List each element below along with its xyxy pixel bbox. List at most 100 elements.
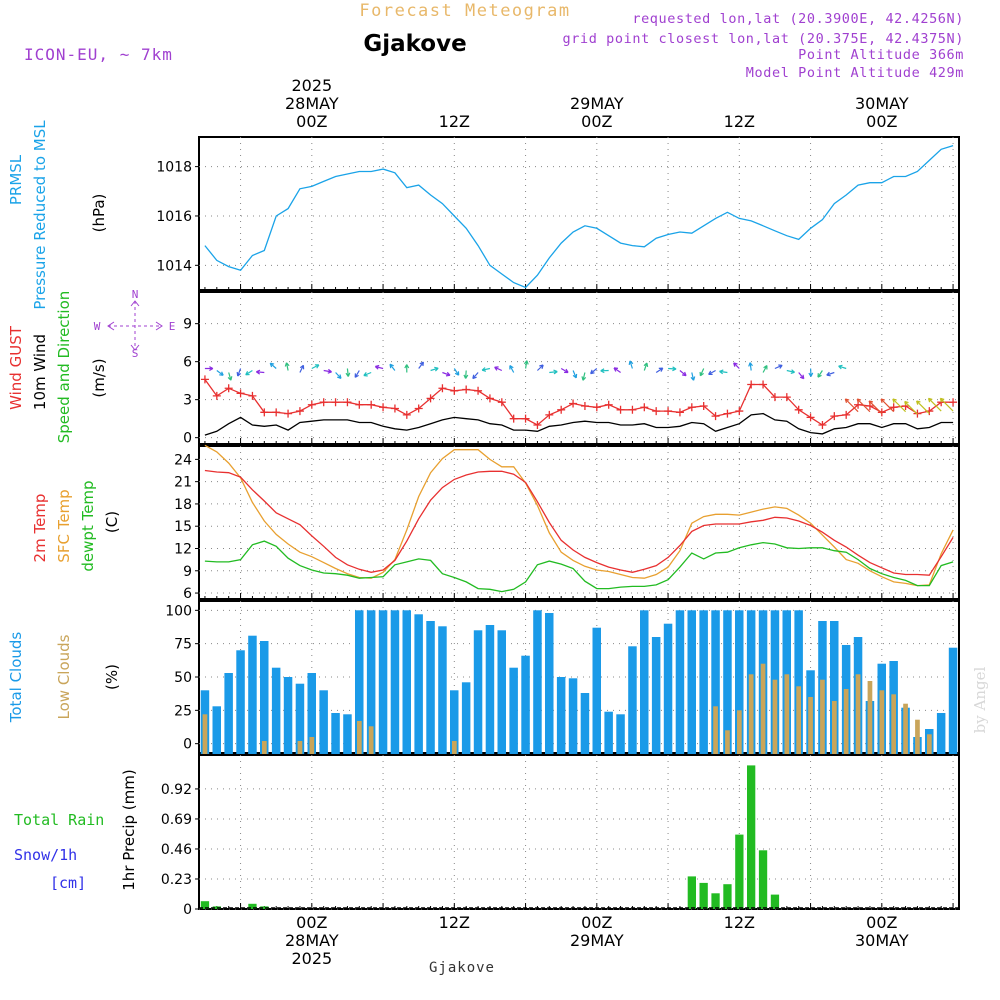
- point-altitude: Point Altitude 366m: [798, 47, 964, 63]
- total-cloud-bar: [936, 713, 946, 756]
- forecast-meteogram-title: Forecast Meteogram: [359, 1, 570, 21]
- low-cloud-bar: [927, 734, 932, 756]
- top-time-label: 00Z: [581, 112, 612, 131]
- low-cloud-bar: [737, 710, 742, 756]
- cloud-panel: 0 25 50 75 100: [165, 600, 960, 756]
- gust-point: [426, 394, 435, 403]
- y-tick-label: 9: [183, 317, 192, 333]
- total-cloud-bar: [331, 713, 340, 756]
- wind-direction-arrow: [826, 371, 835, 377]
- total-cloud-bar: [212, 706, 221, 756]
- wind-direction-arrow: [904, 400, 918, 415]
- gust-point: [545, 410, 554, 419]
- wind-direction-arrow: [798, 372, 805, 380]
- wind-direction-arrow: [463, 370, 469, 379]
- location-title: Gjakove: [363, 31, 466, 57]
- gust-point: [830, 412, 839, 421]
- total-cloud-bar: [521, 655, 530, 756]
- wind-direction-arrow: [699, 368, 705, 377]
- total-cloud-bar: [450, 690, 459, 756]
- gust-point: [759, 380, 768, 389]
- wind-direction-arrow: [628, 360, 634, 369]
- wind-direction-arrow: [389, 363, 396, 371]
- total-cloud-bar: [378, 610, 388, 756]
- requested-lonlat: requested lon,lat (20.3900E, 42.4256N): [632, 11, 964, 27]
- y-tick-label: 0: [183, 431, 192, 447]
- gust-point: [260, 408, 269, 417]
- wind-direction-arrow: [655, 367, 664, 373]
- wind-gust-label: Wind GUST: [7, 325, 25, 410]
- gust-point: [343, 398, 352, 407]
- total-cloud-bar: [723, 610, 732, 756]
- total-cloud-bar: [366, 610, 376, 756]
- gust-point: [474, 386, 483, 395]
- total-cloud-bar: [509, 667, 518, 756]
- gust-point: [652, 407, 661, 416]
- snow-unit-label: [cm]: [50, 874, 86, 892]
- gust-point: [877, 408, 886, 417]
- y-tick-label: 0.92: [161, 782, 192, 798]
- low-cloud-bar: [262, 741, 267, 756]
- footer-location: Gjakove: [429, 960, 495, 976]
- y-tick-label: 21: [174, 475, 192, 491]
- bottom-time-label: 12Z: [439, 913, 470, 932]
- gust-point: [331, 398, 340, 407]
- total-clouds-label: Total Clouds: [7, 632, 25, 724]
- temp-2m-label: 2m Temp: [31, 494, 49, 563]
- y-tick-label: 0: [183, 737, 192, 753]
- gust-point: [367, 400, 376, 409]
- pressure-label-prmsl: PRMSL: [7, 154, 25, 205]
- low-clouds-label: Low Clouds: [55, 634, 73, 719]
- wind-direction-arrow: [668, 366, 677, 372]
- total-cloud-bar: [390, 610, 400, 756]
- total-cloud-bar: [260, 641, 269, 756]
- rain-bar: [260, 906, 269, 909]
- total-cloud-bar: [545, 613, 554, 756]
- gust-point: [592, 403, 601, 412]
- low-cloud-bar: [867, 681, 873, 756]
- total-cloud-bar: [438, 626, 447, 756]
- y-tick-label: 6: [183, 355, 192, 371]
- gust-point: [794, 405, 803, 414]
- wind-direction-arrow: [374, 364, 384, 370]
- total-cloud-bar: [687, 610, 696, 756]
- low-cloud-bar: [760, 663, 766, 756]
- total-cloud-bar: [248, 635, 257, 756]
- wind-direction-arrow: [216, 370, 224, 376]
- bottom-time-label: 12Z: [724, 913, 755, 932]
- rain-bar: [699, 882, 708, 909]
- total-cloud-bar: [402, 610, 411, 756]
- rain-bar: [248, 903, 257, 909]
- wind-direction-arrow: [939, 397, 954, 412]
- gust-point: [438, 384, 447, 393]
- wind-direction-arrow: [418, 361, 424, 369]
- gust-point: [569, 399, 578, 408]
- wind-direction-arrow: [786, 369, 795, 374]
- top-time-label: 29MAY: [570, 94, 624, 113]
- temp-sfc-label: SFC Temp: [55, 489, 73, 562]
- gust-point: [628, 405, 637, 414]
- total-cloud-bar: [236, 650, 245, 756]
- total-cloud-bar: [414, 614, 423, 756]
- low-cloud-bar: [772, 679, 778, 756]
- total-cloud-bar: [271, 667, 281, 756]
- y-tick-label: 0: [183, 902, 192, 918]
- y-tick-label: 0.23: [161, 872, 192, 888]
- wind-direction-arrow: [430, 366, 439, 372]
- total-cloud-bar: [675, 610, 685, 756]
- gust-point: [580, 402, 589, 410]
- gust-point: [224, 384, 233, 393]
- wind-direction-arrow: [880, 398, 895, 413]
- sfc-temp-line: [204, 444, 954, 587]
- wind-direction-arrow: [323, 368, 332, 374]
- gust-point: [782, 393, 791, 402]
- gust-point: [640, 403, 649, 412]
- total-cloud-bar: [628, 646, 637, 756]
- wind-direction-arrow: [245, 369, 253, 376]
- total-cloud-bar: [711, 610, 720, 756]
- rain-bar: [687, 876, 696, 909]
- compass-arrowheads: [107, 300, 163, 351]
- compass-north: N: [132, 288, 139, 301]
- total-cloud-bar: [640, 610, 649, 756]
- low-cloud-bar: [832, 701, 837, 756]
